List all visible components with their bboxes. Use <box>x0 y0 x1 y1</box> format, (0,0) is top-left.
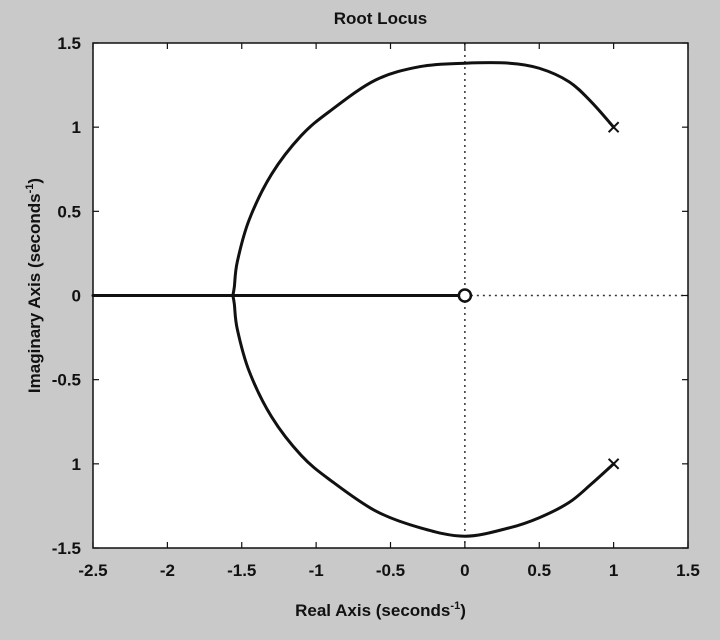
x-tick-label-0: -2.5 <box>78 561 107 580</box>
y-tick-label-3: 0 <box>72 287 81 306</box>
pole-marker-0 <box>607 121 620 133</box>
pole-marker-1 <box>607 458 620 470</box>
x-tick-label-3: -1 <box>309 561 324 580</box>
x-tick-label-1: -2 <box>160 561 175 580</box>
y-tick-label-2: 0.5 <box>57 202 81 221</box>
zero-marker-0 <box>457 288 473 303</box>
chart-title: Root Locus <box>334 9 428 28</box>
x-tick-label-6: 0.5 <box>527 561 551 580</box>
y-tick-label-1: 1 <box>72 118 81 137</box>
x-tick-label-7: 1 <box>609 561 618 580</box>
y-tick-label-6: -1.5 <box>52 539 81 558</box>
locus-branch-upper <box>231 61 616 297</box>
y-tick-label-4: -0.5 <box>52 371 81 390</box>
y-tick-label-0: 1.5 <box>57 34 81 53</box>
locus-branch-lower <box>231 294 616 538</box>
x-tick-label-2: -1.5 <box>227 561 256 580</box>
x-axis-label: Real Axis (seconds-1) <box>295 600 466 620</box>
x-tick-label-5: 0 <box>460 561 469 580</box>
x-tick-label-8: 1.5 <box>676 561 700 580</box>
y-tick-label-5: 1 <box>72 455 81 474</box>
y-axis-label: Imaginary Axis (seconds-1) <box>24 178 44 393</box>
x-tick-label-4: -0.5 <box>376 561 405 580</box>
